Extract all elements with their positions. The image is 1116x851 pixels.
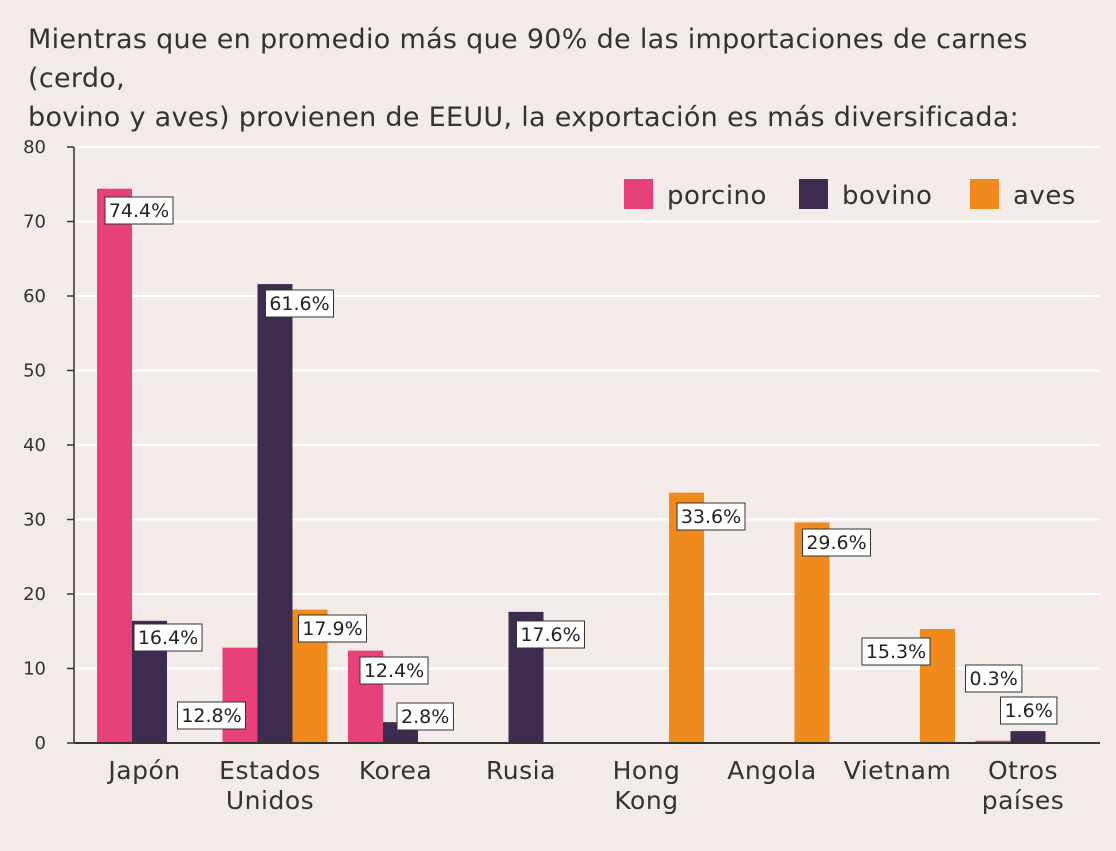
x-tick-label-vietnam: Vietnam	[844, 756, 952, 785]
y-tick-label-40: 40	[23, 435, 46, 456]
legend-swatch-aves	[970, 179, 999, 209]
x-tick-label-hong-kong-line-1: Hong	[613, 756, 681, 785]
data-label-aves-hong-kong: 33.6%	[681, 506, 741, 528]
data-label-porcino-korea: 12.4%	[364, 660, 424, 682]
data-label-porcino-otros-paises: 0.3%	[970, 668, 1018, 690]
legend-swatch-porcino	[624, 179, 653, 209]
x-tick-label-angola: Angola	[727, 756, 816, 785]
x-tick-label-otros-paises-line-2: países	[982, 786, 1065, 815]
chart-title-line-1: Mientras que en promedio más que 90% de …	[28, 24, 1028, 94]
data-label-bovino-otros-paises: 1.6%	[1005, 700, 1053, 722]
legend: porcino bovino aves	[624, 179, 1076, 211]
data-label-aves-angola: 29.6%	[806, 532, 866, 554]
data-label-porcino-estados-unidos: 12.8%	[181, 705, 241, 727]
legend-label-porcino: porcino	[667, 181, 767, 211]
y-tick-label-30: 30	[23, 510, 46, 531]
data-label-bovino-rusia: 17.6%	[520, 624, 580, 646]
y-tick-label-50: 50	[23, 361, 46, 382]
data-label-porcino-japon: 74.4%	[109, 200, 169, 222]
data-label-porcino-korea-box	[359, 656, 429, 685]
y-tick-label-10: 10	[23, 659, 46, 680]
gridlines	[74, 146, 1100, 670]
x-tick-label-estados-unidos-line-2: Unidos	[226, 786, 314, 815]
y-tick-label-70: 70	[23, 212, 46, 233]
legend-label-aves: aves	[1013, 181, 1076, 211]
data-label-bovino-korea-box	[396, 702, 454, 731]
data-label-aves-estados-unidos: 17.9%	[302, 618, 362, 640]
bar-aves-angola	[794, 522, 830, 743]
x-tick-label-korea: Korea	[359, 756, 432, 785]
data-labels: 74.4% 12.8% 12.4% 0.3% 16.4% 61.6% 2.8% 17.6% 1.…	[104, 196, 1058, 731]
x-tick-label-estados-unidos-line-1: Estados	[219, 756, 321, 785]
x-tick-label-otros-paises-line-1: Otros	[988, 756, 1058, 785]
data-label-bovino-otros-paises-box	[1000, 696, 1058, 725]
bars	[97, 188, 1046, 744]
chart-title: Mientras que en promedio más que 90% de …	[28, 20, 1108, 137]
x-tick-label-hong-kong-line-2: Kong	[614, 786, 678, 815]
data-label-bovino-korea: 2.8%	[401, 706, 449, 728]
data-label-bovino-estados-unidos: 61.6%	[269, 293, 329, 315]
bar-porcino-otros-paises	[975, 740, 1011, 743]
data-label-aves-estados-unidos-box	[298, 614, 367, 643]
data-label-bovino-japon-box	[133, 623, 203, 652]
y-axis: 0 10 20 30 40 50 60 70 80	[23, 137, 75, 754]
data-label-bovino-rusia-box	[516, 620, 585, 649]
data-label-aves-vietnam-box	[861, 637, 931, 666]
bar-bovino-otros-paises	[1010, 731, 1046, 743]
data-label-bovino-japon: 16.4%	[138, 627, 198, 649]
data-label-aves-angola-box	[802, 528, 871, 557]
data-label-porcino-otros-paises-box	[965, 664, 1023, 693]
data-label-porcino-japon-box	[104, 196, 174, 225]
y-tick-label-60: 60	[23, 286, 46, 307]
x-tick-label-japon: Japón	[106, 756, 180, 785]
data-label-porcino-estados-unidos-box	[177, 701, 246, 730]
data-label-bovino-estados-unidos-box	[265, 289, 334, 318]
data-label-aves-hong-kong-box	[676, 502, 746, 531]
legend-label-bovino: bovino	[842, 181, 932, 211]
data-label-aves-vietnam: 15.3%	[866, 641, 926, 663]
y-tick-label-0: 0	[35, 733, 46, 754]
x-tick-label-rusia: Rusia	[486, 756, 556, 785]
bar-bovino-estados-unidos	[257, 284, 293, 743]
y-tick-label-80: 80	[23, 137, 46, 158]
bar-aves-hong-kong	[669, 492, 704, 743]
legend-swatch-bovino	[799, 179, 828, 209]
chart-title-line-2: bovino y aves) provienen de EEUU, la exp…	[28, 102, 1020, 133]
y-tick-label-20: 20	[23, 584, 46, 605]
bar-porcino-japon	[97, 188, 132, 744]
